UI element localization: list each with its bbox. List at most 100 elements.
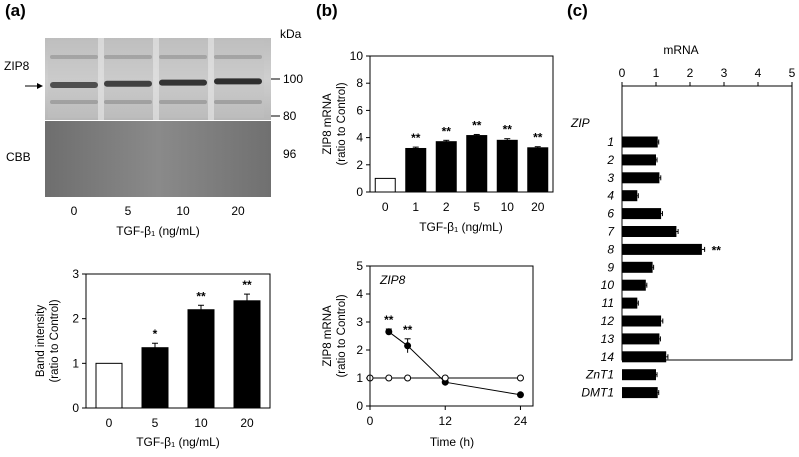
zip8-dose-ylabel-2: (ratio to Control)	[336, 82, 348, 165]
zip8-band	[214, 78, 262, 85]
category-label: 3	[607, 171, 614, 185]
data-point	[404, 374, 412, 382]
x-tick-label: 4	[755, 66, 762, 80]
zip8-band	[50, 82, 98, 88]
zip8-time-xlabel: Time (h)	[430, 435, 474, 449]
bar	[622, 369, 656, 381]
nonspecific-band	[214, 100, 262, 104]
zip-family-group-label: ZIP	[570, 116, 590, 130]
x-tick-label: 5	[789, 66, 796, 80]
panel-label-b: (b)	[316, 1, 338, 20]
bar	[622, 351, 667, 363]
y-tick-label: 1	[72, 356, 79, 370]
series-line	[388, 331, 521, 396]
y-tick-label: 0	[356, 185, 363, 199]
significance-marker: *	[153, 327, 158, 341]
y-tick-label: 2	[356, 158, 363, 172]
bar	[622, 136, 658, 148]
data-point	[385, 374, 393, 382]
x-tick-label: 1	[653, 66, 660, 80]
stain-label-cbb: CBB	[6, 150, 31, 164]
x-tick-label: 2	[687, 66, 694, 80]
bar	[622, 333, 660, 345]
band-arrow	[25, 83, 43, 89]
blot-lane-label: 0	[71, 204, 78, 218]
blot-lane-label: 20	[231, 204, 245, 218]
x-tick-label: 0	[619, 66, 626, 80]
y-tick-label: 5	[356, 259, 363, 273]
bar	[622, 226, 677, 237]
x-tick-label: 10	[194, 416, 208, 430]
significance-marker: **	[472, 118, 482, 132]
category-label: 7	[607, 225, 615, 239]
y-tick-label: 2	[356, 343, 363, 357]
category-label: ZnT1	[585, 368, 614, 382]
blot-lane	[48, 40, 100, 118]
bar	[622, 208, 662, 220]
nonspecific-band	[104, 100, 152, 104]
x-tick-label: 5	[152, 416, 159, 430]
y-tick-label: 10	[350, 49, 364, 63]
band-intensity-frame	[85, 273, 271, 409]
x-tick-label: 20	[531, 200, 545, 214]
data-point	[441, 374, 449, 382]
western-blot: kDa 100 80 96 ZIP8 CBB 0 5 10 20 TGF-β₁ (ng…	[4, 27, 303, 238]
bar	[622, 243, 702, 255]
bar	[622, 172, 660, 184]
category-label: 1	[607, 135, 614, 149]
bar	[374, 177, 396, 193]
blot-lane	[157, 40, 209, 118]
x-tick-label: 12	[439, 414, 453, 428]
protein-label-zip8: ZIP8	[4, 59, 30, 73]
y-tick-label: 1	[356, 371, 363, 385]
category-label: DMT1	[581, 386, 614, 400]
panel-label-c: (c)	[567, 1, 588, 20]
data-point	[516, 391, 524, 399]
significance-marker: **	[411, 131, 421, 145]
x-tick-label: 0	[106, 416, 113, 430]
y-tick-label: 4	[356, 287, 363, 301]
data-point	[516, 374, 524, 382]
bar	[622, 190, 638, 202]
y-tick-label: 4	[356, 131, 363, 145]
blot-lane-label: 5	[125, 204, 132, 218]
category-label: 6	[607, 207, 614, 221]
zip8-dose-ylabel-1: ZIP8 mRNA	[322, 93, 334, 155]
nonspecific-band	[159, 55, 207, 59]
bar	[466, 135, 488, 193]
significance-marker: **	[384, 313, 394, 327]
y-tick-label: 3	[72, 267, 79, 281]
blot-lane-label: 10	[176, 204, 190, 218]
marker-80: 80	[283, 109, 297, 123]
category-label: 12	[601, 314, 615, 328]
category-label: 2	[606, 153, 614, 167]
lane-gap	[98, 38, 104, 120]
nonspecific-band	[214, 55, 262, 59]
x-tick-label: 5	[473, 200, 480, 214]
nonspecific-band	[104, 55, 152, 59]
x-tick-label: 1	[412, 200, 419, 214]
nonspecific-band	[50, 100, 98, 104]
blot-xlabel: TGF-β₁ (ng/mL)	[116, 224, 200, 238]
zip8-time-frame	[369, 265, 534, 407]
band-intensity-chart: 0 1 2 3 0 * 5 ** 10 ** 20 Band intensity (ratio to…	[35, 267, 271, 449]
band-intensity-xlabel: TGF-β₁ (ng/mL)	[136, 435, 220, 449]
zip8-band	[104, 80, 152, 87]
bar	[233, 300, 261, 409]
y-tick-label: 0	[356, 399, 363, 413]
nonspecific-band	[159, 100, 207, 104]
category-label: 9	[607, 260, 614, 274]
category-label: 14	[601, 350, 615, 364]
zip-family-axis-title: mRNA	[663, 43, 698, 57]
lane-gap	[153, 38, 159, 120]
x-tick-label: 0	[382, 200, 389, 214]
x-tick-label: 10	[501, 200, 515, 214]
x-tick-label: 20	[240, 416, 254, 430]
blot-lane	[102, 40, 154, 118]
zip8-time-ylabel-2: (ratio to Control)	[336, 294, 348, 377]
data-point	[404, 342, 412, 350]
y-tick-label: 3	[356, 315, 363, 329]
y-tick-label: 6	[356, 103, 363, 117]
